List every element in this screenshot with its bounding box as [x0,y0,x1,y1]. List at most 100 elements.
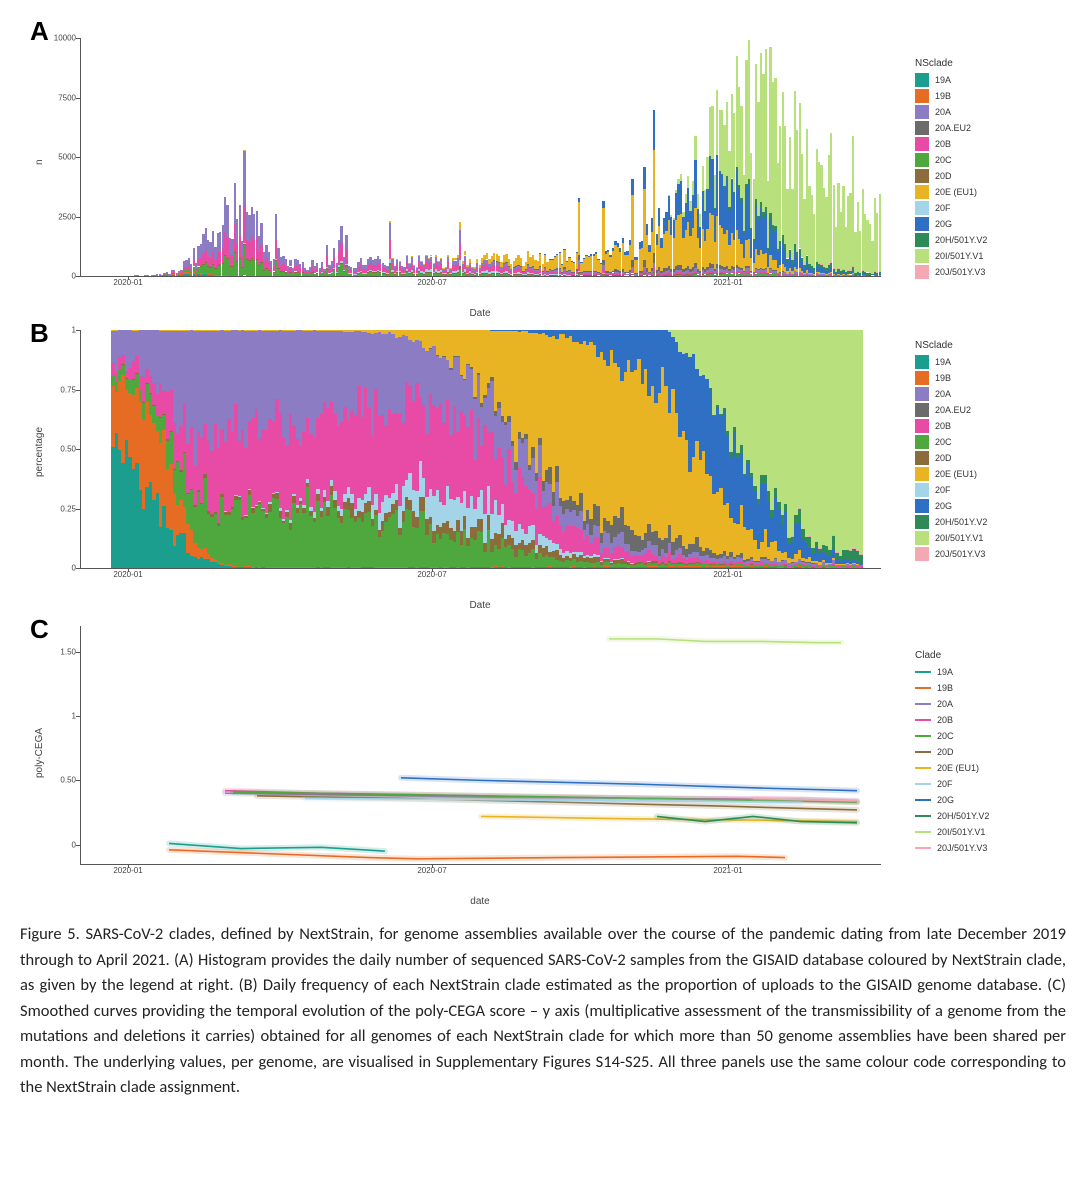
panel-C-xlabel: date [80,896,880,907]
figure-caption: Figure 5. SARS-CoV-2 clades, defined by … [20,922,1066,1101]
legend-title: Clade [915,650,989,661]
legend-label: 20F [937,779,953,789]
legend-item: 20I/501Y.V1 [915,825,989,839]
panel-B-xlabel: Date [80,600,880,611]
legend-label: 20J/501Y.V3 [937,843,987,853]
legend-label: 20C [935,155,952,165]
legend-item: 20F [915,483,987,497]
legend-swatch [915,499,929,513]
legend-swatch [915,531,929,545]
legend-swatch [915,201,929,215]
legend-swatch [915,719,931,721]
legend-swatch [915,387,929,401]
legend-swatch [915,547,929,561]
legend-swatch [915,767,931,769]
legend-label: 20B [935,139,951,149]
panel-B: B percentage 00.250.500.751 2020-012020-… [20,322,1066,612]
legend-swatch [915,451,929,465]
legend-swatch [915,169,929,183]
figure-5: A n 025005000750010000 2020-012020-07202… [20,20,1066,1101]
legend-swatch [915,467,929,481]
panel-A-xlabel: Date [80,308,880,319]
legend-item: 20C [915,729,989,743]
panel-A-legend: NSclade19A19B20A20A.EU220B20C20D20E (EU1… [915,58,987,281]
legend-label: 20E (EU1) [935,469,977,479]
legend-item: 20B [915,419,987,433]
legend-swatch [915,73,929,87]
legend-swatch [915,403,929,417]
legend-label: 20A.EU2 [935,123,971,133]
legend-label: 19A [935,75,951,85]
legend-swatch [915,217,929,231]
legend-item: 20H/501Y.V2 [915,233,987,247]
legend-swatch [915,687,931,689]
legend-label: 20A [935,107,951,117]
legend-swatch [915,371,929,385]
legend-swatch [915,831,931,833]
panel-C-xticks: 2020-012020-072021-01 [80,864,880,878]
legend-label: 20G [935,501,952,511]
legend-swatch [915,121,929,135]
legend-item: 20A [915,697,989,711]
panel-C-legend: Clade19A19B20A20B20C20D20E (EU1)20F20G20… [915,650,989,857]
panel-B-yticks: 00.250.500.751 [20,330,80,568]
panel-A: A n 025005000750010000 2020-012020-07202… [20,20,1066,316]
legend-label: 20E (EU1) [935,187,977,197]
legend-label: 20D [935,171,952,181]
legend-label: 19B [935,91,951,101]
legend-label: 20A [937,699,953,709]
legend-label: 19B [935,373,951,383]
legend-swatch [915,815,931,817]
legend-item: 20F [915,201,987,215]
legend-swatch [915,153,929,167]
legend-item: 20A [915,387,987,401]
legend-item: 20D [915,745,989,759]
legend-label: 20J/501Y.V3 [935,267,985,277]
panel-B-legend: NSclade19A19B20A20A.EU220B20C20D20E (EU1… [915,340,987,563]
panel-B-plot [80,330,881,569]
legend-label: 20B [935,421,951,431]
legend-item: 20C [915,435,987,449]
legend-label: 20D [937,747,954,757]
legend-label: 20G [937,795,954,805]
legend-label: 20H/501Y.V2 [937,811,989,821]
legend-label: 20C [935,437,952,447]
legend-item: 19A [915,355,987,369]
legend-item: 20G [915,217,987,231]
legend-item: 20A.EU2 [915,121,987,135]
legend-item: 20H/501Y.V2 [915,809,989,823]
legend-swatch [915,847,931,849]
legend-item: 20A [915,105,987,119]
legend-swatch [915,671,931,673]
legend-item: 20D [915,451,987,465]
legend-item: 20D [915,169,987,183]
legend-label: 20I/501Y.V1 [935,533,983,543]
legend-label: 20I/501Y.V1 [937,827,985,837]
panel-A-xticks: 2020-012020-072021-01 [80,276,880,290]
legend-item: 19A [915,73,987,87]
legend-label: 20A.EU2 [935,405,971,415]
legend-item: 20G [915,499,987,513]
legend-label: 20D [935,453,952,463]
legend-swatch [915,137,929,151]
legend-label: 20C [937,731,954,741]
legend-label: 20F [935,485,951,495]
legend-swatch [915,751,931,753]
panel-A-plot [80,38,881,277]
panel-C-yticks: 00.5011.50 [20,626,80,864]
legend-item: 20A.EU2 [915,403,987,417]
legend-swatch [915,735,931,737]
legend-item: 20H/501Y.V2 [915,515,987,529]
legend-item: 20C [915,153,987,167]
legend-label: 19A [935,357,951,367]
legend-label: 20E (EU1) [937,763,979,773]
legend-label: 20F [935,203,951,213]
line-20G [401,778,857,791]
legend-item: 20I/501Y.V1 [915,249,987,263]
legend-label: 19A [937,667,953,677]
legend-swatch [915,105,929,119]
legend-swatch [915,515,929,529]
legend-label: 20I/501Y.V1 [935,251,983,261]
legend-item: 20E (EU1) [915,185,987,199]
legend-item: 20B [915,713,989,727]
